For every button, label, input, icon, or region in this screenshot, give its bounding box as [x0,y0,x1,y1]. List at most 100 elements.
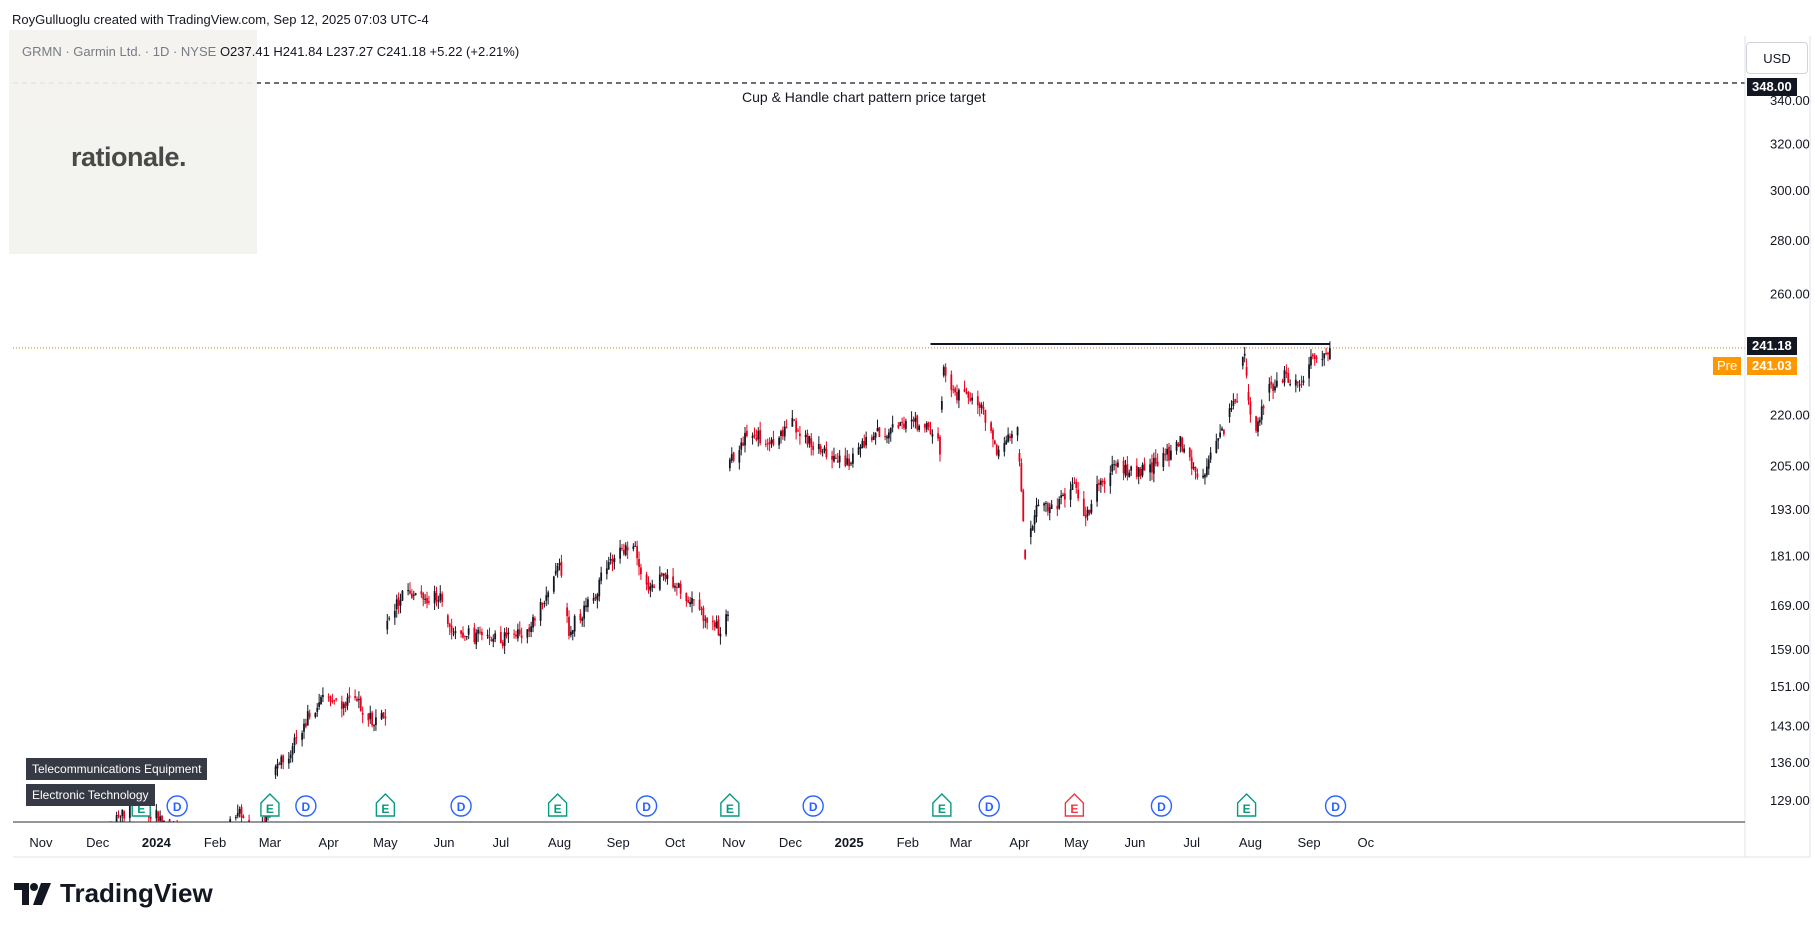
price-tick-label: 151.00 [1770,679,1810,694]
time-axis[interactable]: Nov Dec 2024 Feb Mar Apr May Jun Jul Aug Sep Oct Nov… [29,835,1374,850]
dividend-marker[interactable]: D [295,795,317,817]
earnings-marker[interactable]: E [260,793,280,817]
candle-body [161,815,163,822]
dividend-marker[interactable]: D [166,795,188,817]
candle-body [954,388,957,393]
candle-body [836,460,839,463]
earnings-glyph: E [554,802,562,816]
candle-body [848,458,851,467]
dividend-marker[interactable]: D [1324,795,1347,817]
candle-body [494,633,497,640]
candle-body [361,712,364,715]
earnings-icon [1064,793,1085,817]
candle-body [117,814,120,816]
candle-body [1221,428,1223,431]
candle-body [679,583,682,594]
earnings-marker[interactable]: E [932,793,952,817]
earnings-glyph: E [381,802,389,816]
candle-body [316,707,319,712]
price-tick-label: 136.00 [1770,755,1810,770]
candle-body [990,422,992,431]
candle-body [274,766,277,776]
candle-body [1077,489,1080,499]
candle-body [738,450,741,463]
candle-body [891,424,894,428]
candle-body [622,549,625,555]
price-tick-label: 181.00 [1770,548,1810,563]
price-tick-label: 280.00 [1770,233,1810,248]
candle-body [1090,503,1093,513]
candle-body [844,455,847,466]
candle-body [706,617,709,623]
candle-body [1243,353,1246,356]
currency-button[interactable]: USD [1746,42,1808,74]
candle-body [821,451,824,453]
candle-body [172,826,174,831]
candle-body [857,447,860,455]
candle-body [717,619,720,636]
candle-body [759,430,762,444]
candle-body [937,433,939,439]
candle-body [1156,461,1159,467]
dividend-marker[interactable]: D [450,795,472,817]
candle-body [755,437,758,441]
dividend-marker[interactable]: D [802,795,824,817]
candle-body [333,699,336,701]
candle-body [1328,347,1331,360]
symbol-name[interactable]: GRMN · Garmin Ltd. · 1D · NYSE [22,44,217,59]
candle-body [467,628,470,635]
dividend-marker[interactable]: D [635,795,658,817]
candle-body [780,431,782,436]
candle-body [587,599,589,608]
time-tick-label: Dec [86,835,110,850]
candle-body [450,625,453,633]
candle-body [950,374,953,391]
candle-body [804,435,807,437]
candle-body [1215,440,1218,453]
price-axis[interactable]: 129.00 136.00 143.00 151.00 159.00 169.00 181.… [1770,93,1810,808]
candle-body [477,629,480,634]
earnings-marker[interactable]: E [1064,793,1085,817]
earnings-marker[interactable]: E [375,793,396,817]
candle-body [314,713,317,717]
candle-body [621,548,623,550]
dividend-marker[interactable]: D [978,795,1000,817]
earnings-marker[interactable]: E [720,793,740,817]
candle-body [106,829,108,832]
candle-body [649,586,652,591]
candle-body [1323,353,1326,359]
candle-body [903,423,905,428]
candle-body [624,545,627,555]
candle-body [850,463,852,465]
sector-label[interactable]: Electronic Technology [26,784,155,806]
candle-body [250,839,252,847]
industry-label[interactable]: Telecommunications Equipment [26,758,208,780]
candle-body [1060,495,1063,498]
tradingview-brand[interactable]: TradingView [14,878,213,909]
candle-body [872,436,875,441]
last-price-tag: 241.18 [1747,337,1797,355]
earnings-marker[interactable]: E [547,793,568,817]
candle-body [460,630,462,634]
candle-body [552,576,555,592]
candle-body [812,445,815,451]
time-tick-label: Nov [722,835,746,850]
symbol-legend[interactable]: GRMN · Garmin Ltd. · 1D · NYSE O237.41 H… [22,44,519,59]
candle-body [785,427,788,429]
candle-body [1281,380,1284,382]
dividend-marker[interactable]: D [1150,795,1173,817]
candle-body [507,632,510,635]
candle-body [426,597,428,604]
earnings-marker[interactable]: E [1236,793,1257,817]
candle-body [861,440,864,449]
candle-body [1126,464,1129,476]
candle-body [1270,381,1273,385]
candle-body [910,419,913,422]
candle-body [306,711,309,726]
dividend-icon [450,795,472,817]
earnings-glyph: E [1243,802,1251,816]
candle-body [462,632,464,638]
candle-body [1194,466,1197,472]
candle-body [1310,356,1312,366]
